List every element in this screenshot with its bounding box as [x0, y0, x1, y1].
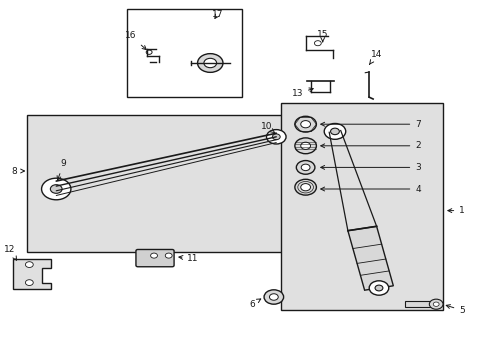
Circle shape	[294, 138, 316, 154]
Circle shape	[197, 54, 223, 72]
Circle shape	[296, 161, 314, 174]
Text: 11: 11	[179, 254, 199, 263]
Circle shape	[300, 121, 310, 128]
Circle shape	[264, 290, 283, 304]
Text: 12: 12	[4, 245, 17, 260]
FancyBboxPatch shape	[281, 103, 442, 310]
Circle shape	[41, 178, 71, 200]
Text: 3: 3	[320, 163, 420, 172]
FancyBboxPatch shape	[136, 249, 174, 267]
Circle shape	[300, 142, 310, 149]
Text: 13: 13	[291, 88, 312, 98]
Circle shape	[165, 253, 172, 258]
Text: 10: 10	[260, 122, 274, 133]
Text: 1: 1	[447, 206, 464, 215]
Text: 17: 17	[211, 10, 223, 19]
Circle shape	[294, 179, 316, 195]
Text: 7: 7	[320, 120, 420, 129]
Circle shape	[25, 280, 33, 285]
Circle shape	[272, 134, 280, 140]
FancyBboxPatch shape	[127, 9, 242, 97]
Circle shape	[324, 123, 345, 139]
Polygon shape	[347, 226, 392, 290]
Text: 8: 8	[12, 166, 24, 175]
Circle shape	[203, 58, 216, 68]
Circle shape	[269, 294, 278, 300]
Circle shape	[50, 185, 62, 193]
Text: 14: 14	[369, 50, 382, 64]
Circle shape	[25, 262, 33, 267]
Text: 4: 4	[320, 184, 420, 194]
Text: 15: 15	[316, 30, 328, 42]
Circle shape	[432, 302, 438, 306]
Polygon shape	[13, 259, 51, 289]
Circle shape	[374, 285, 382, 291]
Text: 6: 6	[248, 299, 260, 309]
Circle shape	[428, 299, 442, 309]
FancyBboxPatch shape	[404, 301, 432, 307]
Text: 2: 2	[320, 141, 420, 150]
Text: 9: 9	[57, 159, 66, 180]
Circle shape	[301, 164, 309, 171]
Circle shape	[314, 41, 321, 46]
Circle shape	[330, 128, 339, 135]
Circle shape	[294, 116, 316, 132]
Text: 16: 16	[125, 31, 146, 50]
Circle shape	[150, 253, 157, 258]
Circle shape	[266, 130, 285, 144]
Circle shape	[300, 184, 310, 191]
Text: 5: 5	[446, 305, 464, 315]
Circle shape	[368, 281, 388, 295]
FancyBboxPatch shape	[27, 115, 303, 252]
